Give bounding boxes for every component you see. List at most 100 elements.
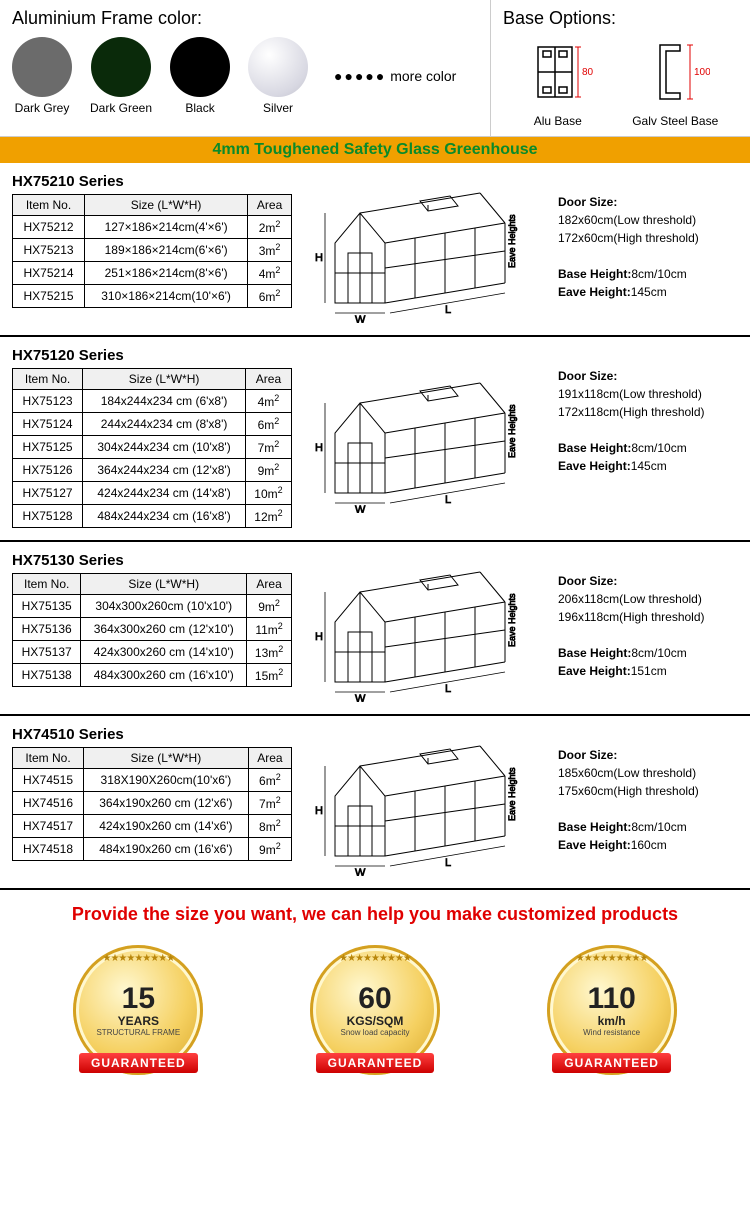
table-header: Size (L*W*H) [84, 748, 249, 769]
svg-text:L: L [445, 494, 451, 506]
eave-height-label: Eave Height: [558, 459, 631, 473]
series-table: Item No.Size (L*W*H)AreaHX75212127×186×2… [12, 194, 292, 308]
table-cell: HX75214 [13, 262, 85, 285]
table-header: Size (L*W*H) [83, 369, 246, 390]
table-cell: HX75213 [13, 239, 85, 262]
table-cell: HX75127 [13, 482, 83, 505]
table-row: HX75135304x300x260cm (10'x10')9m2 [13, 595, 292, 618]
door-size-label: Door Size: [558, 369, 617, 383]
svg-text:Eave Heights: Eave Heights [507, 403, 517, 457]
table-row: HX75125304x244x234 cm (10'x8')7m2 [13, 436, 292, 459]
swatch-circle [12, 37, 72, 97]
table-cell: HX75136 [13, 618, 81, 641]
series-block: HX75210 Series Item No.Size (L*W*H)AreaHX… [0, 163, 750, 337]
badge-number: 15 [122, 984, 155, 1014]
badge-unit: KGS/SQM [347, 1014, 404, 1028]
base-options-title: Base Options: [503, 8, 738, 29]
swatch-label: Black [170, 101, 230, 115]
table-cell: 424x190x260 cm (14'x6') [84, 815, 249, 838]
series-title: HX75210 Series [12, 173, 292, 190]
base-item: 100Galv Steel Base [632, 37, 718, 128]
badge-number: 60 [358, 984, 391, 1014]
table-row: HX75137424x300x260 cm (14'x10')13m2 [13, 641, 292, 664]
badge-number: 110 [587, 984, 635, 1014]
custom-message: Provide the size you want, we can help y… [0, 890, 750, 935]
table-row: HX75128484x244x234 cm (16'x8')12m2 [13, 505, 292, 528]
table-cell: HX75138 [13, 664, 81, 687]
table-cell: 318X190X260cm(10'x6') [84, 769, 249, 792]
series-table: Item No.Size (L*W*H)AreaHX75123184x244x2… [12, 368, 292, 528]
table-cell: 127×186×214cm(4'×6') [85, 216, 248, 239]
swatch-label: Dark Grey [12, 101, 72, 115]
series-diagram-wrap: H W L Eave Heights [302, 173, 548, 323]
table-row: HX74517424x190x260 cm (14'x6')8m2 [13, 815, 292, 838]
door-size-value: 191x118cm(Low threshold) [558, 387, 702, 401]
table-cell: HX74518 [13, 838, 84, 861]
table-row: HX75123184x244x234 cm (6'x8')4m2 [13, 390, 292, 413]
table-cell: 310×186×214cm(10'×6') [85, 285, 248, 308]
table-cell: 9m2 [248, 838, 291, 861]
table-cell: 424x300x260 cm (14'x10') [81, 641, 247, 664]
table-cell: 484x244x234 cm (16'x8') [83, 505, 246, 528]
svg-text:W: W [355, 693, 366, 702]
badge-ribbon: GUARANTEED [316, 1053, 435, 1073]
svg-text:L: L [445, 304, 451, 316]
series-title: HX75120 Series [12, 347, 292, 364]
table-cell: 189×186×214cm(6'×6') [85, 239, 248, 262]
table-header: Area [245, 369, 291, 390]
table-cell: 184x244x234 cm (6'x8') [83, 390, 246, 413]
series-block: HX75130 SeriesItem No.Size (L*W*H)AreaHX… [0, 542, 750, 716]
swatch-label: Silver [248, 101, 308, 115]
svg-text:L: L [445, 857, 451, 869]
table-cell: 12m2 [245, 505, 291, 528]
swatch-circle [248, 37, 308, 97]
badge-stars-icon: ★★★★★★★★★ [102, 953, 174, 964]
badge-subtitle: Wind resistance [583, 1028, 640, 1037]
table-header: Area [247, 574, 292, 595]
table-cell: HX75128 [13, 505, 83, 528]
badge-unit: YEARS [118, 1014, 159, 1028]
table-cell: 424x244x234 cm (14'x8') [83, 482, 246, 505]
table-header: Area [248, 748, 291, 769]
svg-text:Eave Heights: Eave Heights [507, 214, 517, 268]
table-header: Item No. [13, 195, 85, 216]
badge-stars-icon: ★★★★★★★★★ [339, 953, 411, 964]
table-row: HX75214251×186×214cm(8'×6')4m2 [13, 262, 292, 285]
table-cell: HX75125 [13, 436, 83, 459]
color-swatch: Dark Green [90, 37, 152, 115]
table-cell: 9m2 [247, 595, 292, 618]
svg-text:W: W [355, 504, 366, 513]
table-cell: 10m2 [245, 482, 291, 505]
table-cell: 9m2 [245, 459, 291, 482]
base-height-value: 8cm/10cm [631, 441, 686, 455]
svg-text:W: W [355, 867, 366, 876]
top-section: Aluminium Frame color: Dark Grey Dark Gre… [0, 0, 750, 137]
series-diagram-wrap: H W L Eave Heights [302, 347, 548, 528]
table-cell: 6m2 [248, 285, 292, 308]
swatch-row: Dark GreyDark GreenBlackSilver●●●●● more… [12, 37, 478, 115]
table-cell: 11m2 [247, 618, 292, 641]
table-cell: 8m2 [248, 815, 291, 838]
eave-height-label: Eave Height: [558, 838, 631, 852]
table-cell: 244x244x234 cm (8'x8') [83, 413, 246, 436]
banner: 4mm Toughened Safety Glass Greenhouse [0, 137, 750, 163]
table-cell: 304x300x260cm (10'x10') [81, 595, 247, 618]
badge-subtitle: Snow load capacity [341, 1028, 410, 1037]
guarantee-badge: ★★★★★★★★★ 110 km/h Wind resistance GUARA… [527, 945, 697, 1095]
base-height-value: 8cm/10cm [631, 646, 686, 660]
svg-text:100: 100 [694, 67, 710, 78]
table-cell: HX75135 [13, 595, 81, 618]
color-swatch: Black [170, 37, 230, 115]
color-swatch: Silver [248, 37, 308, 115]
frame-colors-title: Aluminium Frame color: [12, 8, 478, 29]
base-diagrams: 80Alu Base100Galv Steel Base [503, 37, 738, 128]
eave-height-value: 151cm [631, 664, 667, 678]
table-cell: HX75215 [13, 285, 85, 308]
eave-height-label: Eave Height: [558, 664, 631, 678]
badges-row: ★★★★★★★★★ 15 YEARS STRUCTURAL FRAME GUAR… [0, 935, 750, 1115]
table-cell: 2m2 [248, 216, 292, 239]
eave-height-value: 145cm [631, 285, 667, 299]
table-header: Size (L*W*H) [81, 574, 247, 595]
table-cell: HX74515 [13, 769, 84, 792]
base-height-label: Base Height: [558, 646, 631, 660]
